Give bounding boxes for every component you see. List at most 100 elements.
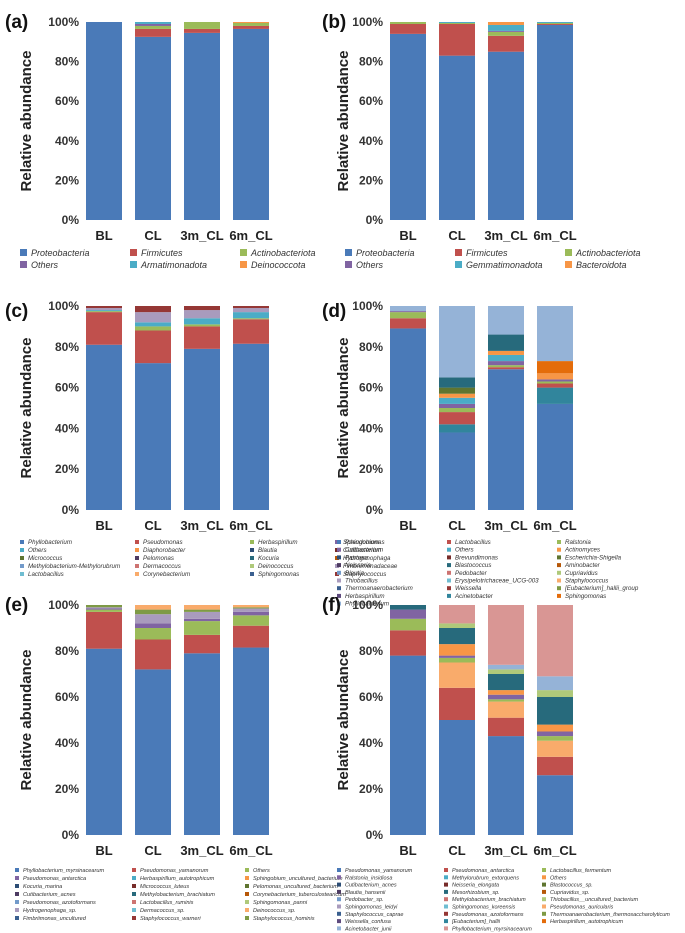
legend-label: Pseudomonas: [143, 539, 183, 546]
legend-swatch: [447, 555, 451, 560]
bar-segment: [135, 363, 171, 510]
legend-label: Aminobacter: [564, 562, 601, 569]
legend-label: Cutibacterium_acnes: [23, 892, 76, 898]
bar-segment: [488, 701, 524, 718]
bar-segment: [390, 655, 426, 835]
legend-label: Others: [28, 547, 47, 554]
x-tick-label: 6m_CL: [229, 228, 272, 243]
bar-segment: [488, 334, 524, 351]
legend-swatch: [337, 897, 341, 902]
bar-segment: [439, 720, 475, 835]
legend-label: Erysipelotrichaceae_UCG-003: [455, 578, 539, 585]
bar-segment: [86, 312, 122, 345]
legend-label: Ralstonia_insidiosa: [345, 875, 392, 881]
legend-label: Herbaspirillum_autotrophicum: [550, 919, 623, 925]
y-tick-label: 20%: [359, 462, 383, 476]
x-tick-label: CL: [448, 228, 465, 243]
bar-segment: [86, 311, 122, 313]
legend-swatch: [557, 563, 561, 568]
legend-label: Phyllobacterium: [345, 601, 389, 608]
legend-swatch: [557, 555, 561, 560]
legend-swatch: [542, 904, 546, 909]
legend-label: Staphylococcus_warneri: [140, 916, 201, 922]
bar-segment: [135, 23, 171, 26]
legend-label: Sphingomonas: [565, 593, 606, 600]
legend-label: Thiobacillus: [345, 578, 378, 585]
panel-label: (f): [322, 595, 341, 616]
legend-swatch: [337, 586, 341, 591]
bar-segment: [439, 412, 475, 425]
legend-swatch: [557, 578, 561, 583]
legend-swatch: [132, 900, 136, 904]
y-tick-label: 60%: [359, 690, 383, 704]
bar-segment: [135, 25, 171, 29]
bar-segment: [233, 343, 269, 510]
legend-swatch: [557, 593, 561, 598]
bar-segment: [488, 690, 524, 695]
bar-segment: [488, 669, 524, 674]
y-axis-label: Relative abundance: [335, 338, 352, 479]
panel-label: (a): [5, 12, 28, 33]
legend-label: Acinetobacter: [454, 593, 494, 600]
legend-swatch: [250, 572, 254, 576]
legend-swatch: [15, 892, 19, 896]
legend-swatch: [444, 926, 448, 931]
legend-label: Pseudomonas_antarctica: [452, 868, 514, 874]
bar-segment: [135, 322, 171, 327]
legend-swatch: [542, 919, 546, 924]
bar-segment: [537, 756, 573, 776]
legend-swatch: [245, 876, 249, 880]
legend-swatch: [444, 904, 448, 909]
legend-label: Dermacoccus_sp.: [140, 908, 185, 914]
legend-swatch: [444, 868, 448, 872]
bar-segment: [86, 22, 122, 220]
y-tick-label: 100%: [352, 598, 383, 612]
legend-swatch: [447, 547, 451, 552]
bar-segment: [184, 348, 220, 510]
x-tick-label: CL: [144, 228, 161, 243]
y-tick-label: 40%: [55, 134, 79, 148]
legend-label: Others: [455, 547, 474, 554]
legend-swatch: [20, 249, 27, 256]
bar-segment: [135, 330, 171, 364]
legend-swatch: [542, 882, 546, 887]
y-tick-label: 20%: [55, 462, 79, 476]
legend-label: Lactobacillus: [28, 571, 64, 578]
legend-swatch: [337, 882, 341, 887]
legend-swatch: [250, 564, 254, 568]
legend-label: Staphylococcus_caprae: [345, 912, 403, 918]
bar-segment: [184, 326, 220, 349]
bar-segment: [233, 308, 269, 313]
bar-segment: [537, 676, 573, 691]
legend-swatch: [337, 563, 341, 568]
legend-swatch: [15, 884, 19, 888]
legend-label: Sphingomonas_leidyi: [345, 905, 398, 911]
legend-label: [Eubacterium]_hallii: [451, 919, 501, 925]
bar-segment: [439, 644, 475, 656]
bar-segment: [86, 609, 122, 612]
legend-swatch: [20, 572, 24, 576]
legend-swatch: [132, 876, 136, 880]
bar-segment: [537, 22, 573, 24]
bar-segment: [390, 630, 426, 656]
bar-segment: [135, 609, 171, 615]
legend-swatch: [542, 911, 546, 916]
legend-swatch: [15, 900, 19, 904]
y-tick-label: 80%: [359, 55, 383, 69]
legend-label: Herbaspirillum: [345, 593, 385, 600]
legend-label: Fimbriimonas_uncultured: [23, 916, 87, 922]
legend-label: Firmicutes: [466, 248, 508, 258]
bar-segment: [233, 608, 269, 612]
y-axis-label: Relative abundance: [335, 51, 352, 192]
y-tick-label: 0%: [62, 213, 80, 227]
legend-label: Pseudomonas_azotoformans: [452, 912, 524, 918]
legend-label: Sphingobium_uncultured_bacterium: [253, 876, 343, 882]
legend-label: Lactobacillus: [455, 539, 491, 546]
bar-segment: [184, 310, 220, 319]
legend-label: Cupriavidus_sp.: [550, 890, 589, 896]
legend-swatch: [132, 916, 136, 920]
bar-segment: [439, 623, 475, 628]
bar-segment: [488, 699, 524, 702]
legend-swatch: [240, 261, 247, 268]
bar-segment: [488, 24, 524, 31]
